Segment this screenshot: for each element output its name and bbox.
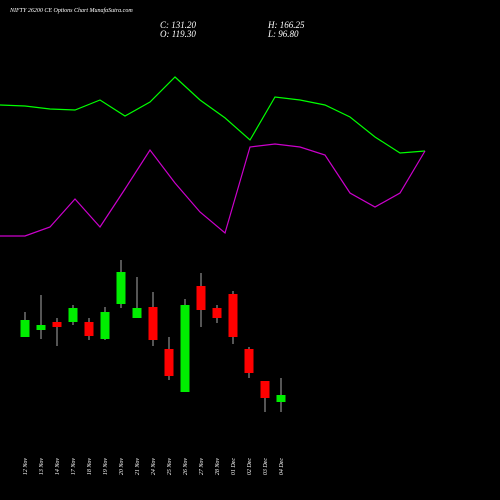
x-tick-label: 28 Nov <box>215 458 221 476</box>
chart-title: NIFTY 26200 CE Options Chart MunafaSutra… <box>9 7 133 14</box>
candle-body <box>68 308 78 322</box>
x-tick-label: 21 Nov <box>135 458 141 476</box>
candle-body <box>212 308 222 318</box>
x-tick-label: 03 Dec <box>263 458 269 475</box>
low-label: L: 96.80 <box>267 29 299 39</box>
candle-body <box>100 312 110 339</box>
candle-body <box>196 286 206 310</box>
indicator-line <box>0 143 426 237</box>
high-label: H: 166.25 <box>267 20 305 30</box>
x-tick-label: 18 Nov <box>87 458 93 476</box>
candle-body <box>276 395 286 402</box>
candle-body <box>36 325 46 330</box>
x-tick-label: 12 Nov <box>23 458 29 476</box>
x-tick-label: 25 Nov <box>167 458 173 476</box>
x-tick-label: 02 Dec <box>247 458 253 475</box>
x-tick-label: 04 Dec <box>278 458 285 475</box>
x-tick-label: 17 Nov <box>71 458 77 476</box>
candle-body <box>260 381 270 398</box>
close-label: C: 131.20 <box>160 20 197 30</box>
x-tick-label: 13 Nov <box>39 458 45 476</box>
candle-body <box>228 294 238 337</box>
candle-body <box>244 349 254 373</box>
candle-body <box>148 307 158 340</box>
candle-body <box>20 320 30 337</box>
open-label: O: 119.30 <box>160 29 196 39</box>
indicator-line <box>0 76 426 154</box>
candle-body <box>52 322 62 327</box>
candle-body <box>164 349 174 376</box>
x-tick-label: 27 Nov <box>199 458 205 476</box>
candle-body <box>116 272 126 304</box>
x-tick-label: 19 Nov <box>103 458 109 476</box>
candle-body <box>132 308 142 318</box>
x-tick-label: 01 Dec <box>231 458 237 475</box>
x-tick-label: 14 Nov <box>54 458 61 476</box>
candle-body <box>180 305 190 392</box>
x-tick-label: 24 Nov <box>150 458 157 476</box>
candle-body <box>84 322 94 336</box>
x-tick-label: 26 Nov <box>183 458 189 476</box>
x-tick-label: 20 Nov <box>119 458 125 476</box>
